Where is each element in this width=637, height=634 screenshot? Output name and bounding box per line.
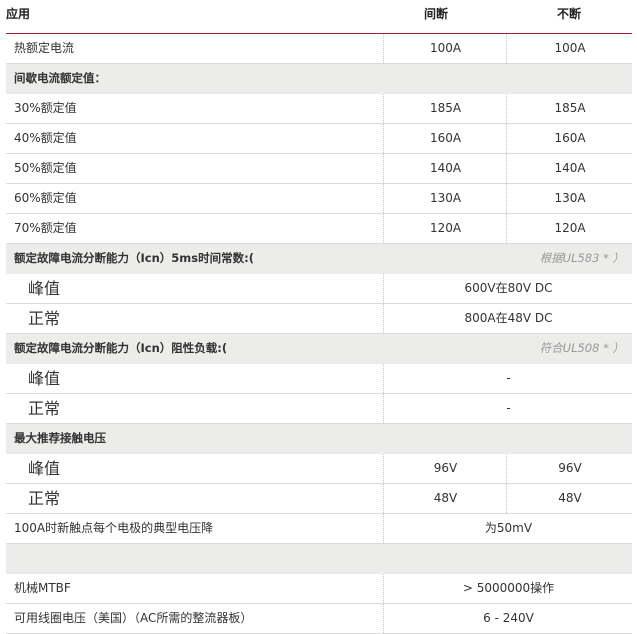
row-value-intermittent: 130A [383, 184, 507, 213]
table-header: 应用 间断 不断 [6, 0, 632, 34]
row-label: 最大推荐接触电压 [14, 431, 106, 445]
row-note: 根据UL583 * ） [539, 251, 624, 265]
row-label: 峰值 [28, 459, 61, 478]
table-row: 正常 48V 48V [6, 484, 632, 514]
row-label: 峰值 [28, 279, 61, 298]
table-row: 100A时新触点每个电极的典型电压降 为50mV [6, 514, 632, 544]
row-value: 600V在80V DC [383, 274, 633, 303]
row-label: 30%额定值 [14, 101, 77, 115]
row-label: 间歇电流额定值： [14, 71, 106, 85]
table-row: 50%额定值 140A 140A [6, 154, 632, 184]
row-value-intermittent: 100A [383, 34, 507, 63]
row-label: 机械MTBF [14, 581, 71, 595]
row-label: 峰值 [28, 369, 61, 388]
row-value-intermittent: 140A [383, 154, 507, 183]
row-label: 50%额定值 [14, 161, 77, 175]
row-value: 6 - 240V [383, 604, 633, 633]
row-value-intermittent: 96V [383, 454, 507, 483]
row-value-continuous: 185A [506, 94, 633, 123]
table-row: 可用线圈电压（美国）（AC所需的整流器板） 6 - 240V [6, 604, 632, 634]
table-row: 热额定电流 100A 100A [6, 34, 632, 64]
row-label: 额定故障电流分断能力（Icn）阻性负载:( [14, 341, 228, 355]
row-value: 为50mV [383, 514, 633, 543]
row-value: 800A在48V DC [383, 304, 633, 333]
section-row [6, 544, 632, 574]
header-intermittent: 间断 [424, 7, 449, 21]
row-label: 额定故障电流分断能力（Icn）5ms时间常数:( [14, 251, 254, 265]
row-label: 可用线圈电压（美国）（AC所需的整流器板） [14, 611, 253, 625]
row-label: 60%额定值 [14, 191, 77, 205]
table-row: 峰值 - [6, 364, 632, 394]
row-value-intermittent: 160A [383, 124, 507, 153]
section-row: 间歇电流额定值： [6, 64, 632, 94]
row-label: 正常 [28, 489, 61, 508]
row-value-continuous: 100A [506, 34, 633, 63]
row-label: 100A时新触点每个电极的典型电压降 [14, 521, 214, 535]
row-label: 正常 [28, 309, 61, 328]
row-value-continuous: 130A [506, 184, 633, 213]
table-row: 60%额定值 130A 130A [6, 184, 632, 214]
section-row: 额定故障电流分断能力（Icn）5ms时间常数:( 根据UL583 * ） [6, 244, 632, 274]
table-row: 70%额定值 120A 120A [6, 214, 632, 244]
row-value-intermittent: 120A [383, 214, 507, 243]
table-row: 机械MTBF > 5000000操作 [6, 574, 632, 604]
row-value-intermittent: 185A [383, 94, 507, 123]
row-value-continuous: 120A [506, 214, 633, 243]
row-value-continuous: 160A [506, 124, 633, 153]
table-row: 正常 - [6, 394, 632, 424]
row-label: 40%额定值 [14, 131, 77, 145]
header-continuous: 不断 [557, 7, 582, 21]
row-label: 正常 [28, 399, 61, 418]
row-value: - [383, 364, 633, 393]
row-value-intermittent: 48V [383, 484, 507, 513]
row-value: - [383, 394, 633, 423]
header-application: 应用 [6, 7, 31, 21]
table-row: 峰值 96V 96V [6, 454, 632, 484]
spec-table-body: 热额定电流 100A 100A 间歇电流额定值： 30%额定值 185A 185A 40%额定… [0, 34, 637, 634]
table-row: 30%额定值 185A 185A [6, 94, 632, 124]
table-row: 40%额定值 160A 160A [6, 124, 632, 154]
row-value-continuous: 140A [506, 154, 633, 183]
row-value-continuous: 96V [506, 454, 633, 483]
row-value-continuous: 48V [506, 484, 633, 513]
section-row: 最大推荐接触电压 [6, 424, 632, 454]
row-label: 热额定电流 [14, 41, 75, 55]
row-label: 70%额定值 [14, 221, 77, 235]
table-row: 峰值 600V在80V DC [6, 274, 632, 304]
row-value: > 5000000操作 [383, 574, 633, 603]
table-row: 正常 800A在48V DC [6, 304, 632, 334]
section-row: 额定故障电流分断能力（Icn）阻性负载:( 符合UL508 * ） [6, 334, 632, 364]
row-note: 符合UL508 * ） [539, 341, 624, 355]
